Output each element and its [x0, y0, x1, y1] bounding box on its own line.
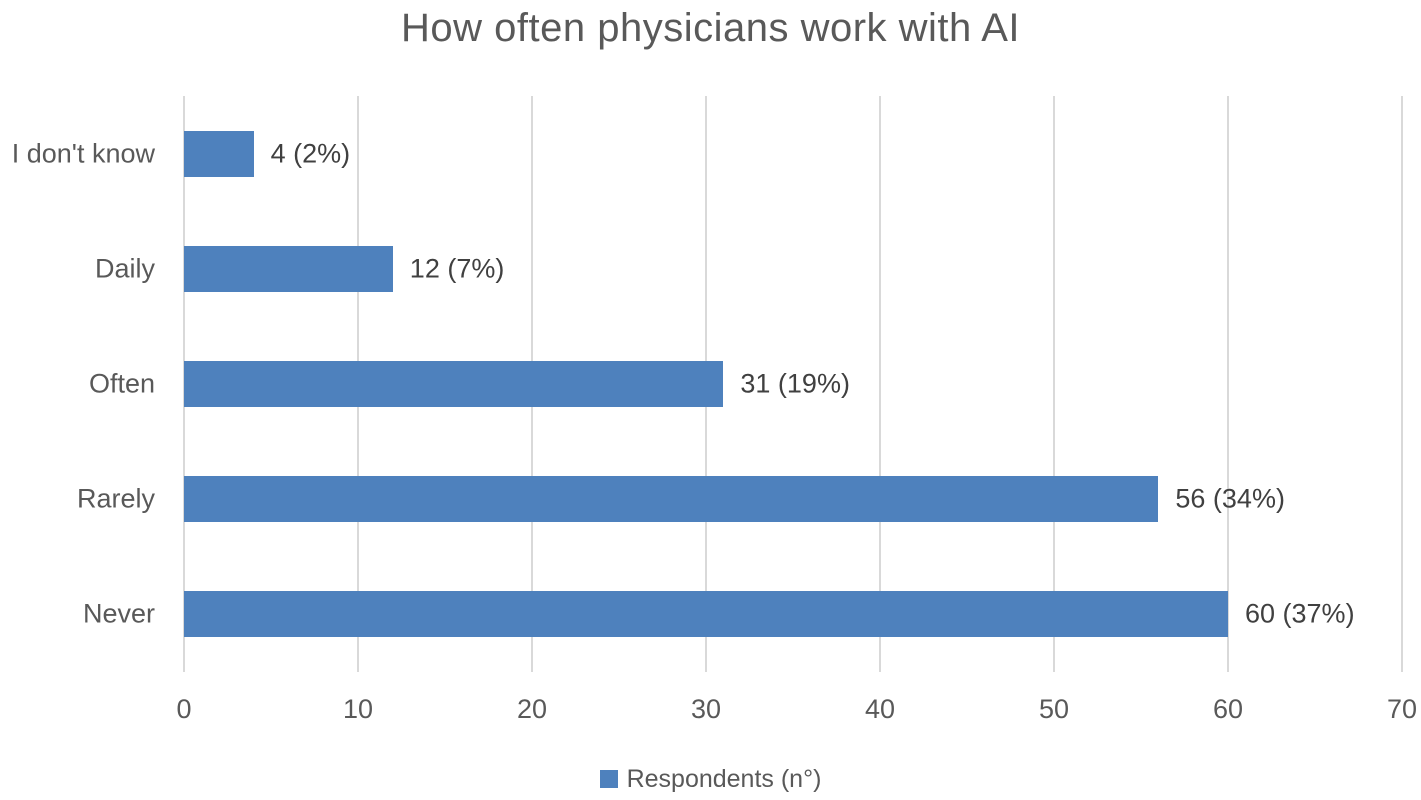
bar [184, 245, 393, 292]
bar-row: Daily 12 (7%) [95, 211, 1402, 326]
x-tick-label: 70 [1386, 694, 1418, 724]
category-label: Rarely [76, 483, 155, 514]
bar [184, 360, 724, 407]
legend: Respondents (n°) [0, 761, 1421, 797]
x-tick-label: 20 [516, 694, 548, 724]
legend-label: Respondents (n°) [626, 764, 822, 793]
data-label: 4 (2%) [270, 138, 351, 169]
data-label: 56 (34%) [1175, 483, 1285, 514]
x-tick-label: 0 [176, 694, 192, 724]
chart-title: How often physicians work with AI [401, 6, 1020, 50]
category-label: Often [88, 368, 155, 399]
gridline [1053, 96, 1055, 672]
data-label: 12 (7%) [409, 253, 505, 284]
gridline [1401, 96, 1403, 672]
bar-row: Rarely 56 (34%) [77, 442, 1402, 557]
bar-row: Never 60 (37%) [83, 557, 1402, 672]
x-tick-label: 10 [342, 694, 374, 724]
category-label: Daily [94, 253, 155, 284]
x-tick-label: 30 [690, 694, 722, 724]
category-label: Never [82, 598, 155, 629]
x-tick-label: 60 [1212, 694, 1244, 724]
data-label: 31 (19%) [740, 368, 850, 399]
data-label: 60 (37%) [1245, 598, 1355, 629]
bar-row: I don't know 4 (2%) [12, 96, 1402, 211]
legend-swatch-icon [599, 770, 618, 788]
category-label: I don't know [11, 138, 155, 169]
bar [184, 130, 254, 177]
bar [184, 591, 1228, 638]
plot-area: I don't know 4 (2%) Daily 12 (7%) Often 31 (1… [12, 96, 1403, 672]
gridline [1227, 96, 1229, 672]
bar-row: Often 31 (19%) [89, 326, 1402, 441]
x-tick-label: 40 [864, 694, 896, 724]
x-axis: 0 10 20 30 40 50 60 70 [176, 672, 1417, 732]
gridline [879, 96, 881, 672]
bar [184, 476, 1159, 523]
x-tick-label: 50 [1038, 694, 1070, 724]
